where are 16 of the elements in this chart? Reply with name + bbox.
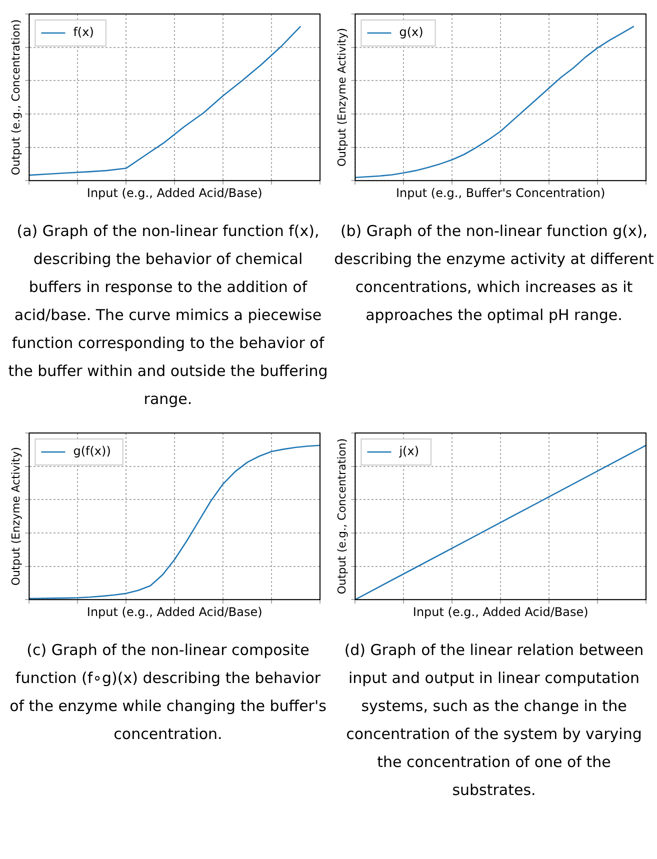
x-axis-title: Input (e.g., Buffer's Concentration) (396, 186, 606, 200)
x-axis-title: Input (e.g., Added Acid/Base) (86, 186, 262, 200)
text: (c) Graph of the non-linear composite function (f∘g)(x) describing the behavior of the enzyme while changing the buffer's concentration. (8, 640, 328, 745)
legend-label: f(x) (73, 25, 94, 40)
text: (a) Graph of the non-linear function f(x), describing the behavior of chemical buffers in response to the addition of acid/base. The curve mimics a piecewise function corresponding to the behavior of the buffer within and outside the buffering range. (8, 221, 328, 410)
y-axis-title: Output (e.g., Concentration) (9, 19, 22, 176)
y-axis-title: Output (Enzyme Activity) (335, 28, 348, 167)
legend-label: j(x) (398, 444, 420, 458)
text: (b) Graph of the non-linear function g(x), describing the enzyme activity at different concentrations, which increases as it approaches the optimal pH range. (334, 221, 654, 326)
x-axis-title: Input (e.g., Added Acid/Base) (412, 604, 588, 619)
y-axis-title: Output (Enzyme Activity) (9, 446, 22, 586)
legend-label: g(f(x)) (73, 444, 111, 458)
legend-label: g(x) (399, 25, 424, 40)
x-axis-title: Input (e.g., Added Acid/Base) (86, 604, 262, 619)
text: (d) Graph of the linear relation between input and output in linear computation systems, such as the change in the concentration of the system by varying the concentration of one of the substrates. (343, 640, 645, 801)
y-axis-title: Output (e.g., Concentration) (335, 438, 348, 594)
